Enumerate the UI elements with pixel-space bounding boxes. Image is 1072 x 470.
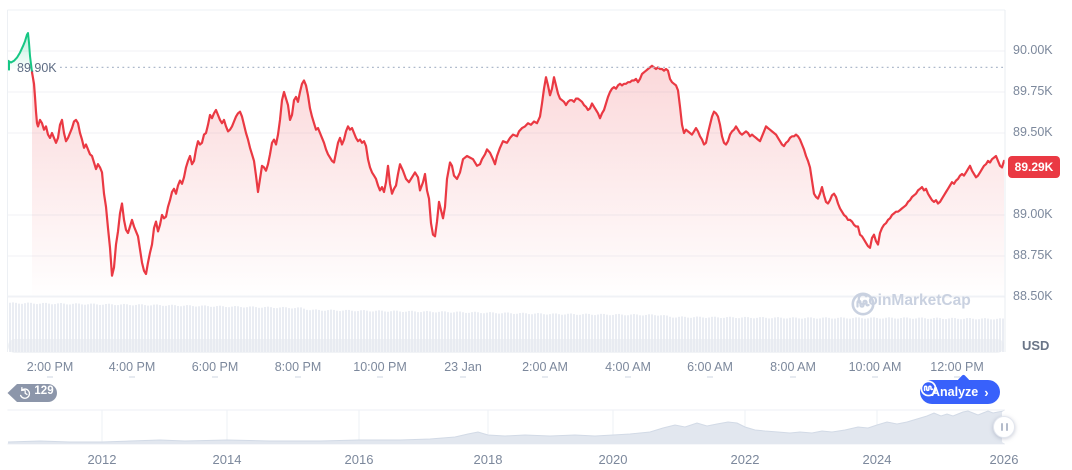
y-axis-label: 88.75K <box>1013 248 1053 262</box>
year-label: 2012 <box>87 452 117 467</box>
y-axis-label: 88.50K <box>1013 289 1053 303</box>
x-axis-label: 6:00 PM <box>191 360 239 374</box>
history-clock-icon <box>19 386 31 399</box>
pause-icon <box>1000 423 1003 431</box>
x-axis-label: 6:00 AM <box>687 360 733 374</box>
year-label: 2016 <box>344 452 374 467</box>
y-axis-label: 90.00K <box>1013 43 1053 57</box>
watermark: CoinMarketCap <box>851 292 971 316</box>
x-axis-label: 12:00 PM <box>930 360 984 374</box>
year-label: 2018 <box>473 452 503 467</box>
year-label: 2024 <box>862 452 892 467</box>
x-axis-label: 2:00 PM <box>26 360 74 374</box>
year-label: 2022 <box>730 452 760 467</box>
x-axis-label: 4:00 AM <box>605 360 651 374</box>
currency-label[interactable]: USD <box>1022 338 1050 353</box>
x-axis-label: 8:00 AM <box>770 360 816 374</box>
navigator-range-handle[interactable] <box>993 416 1015 438</box>
chevron-right-icon: › <box>984 384 989 400</box>
open-price-label: 89.90K <box>17 61 57 75</box>
y-axis-label: 89.50K <box>1013 125 1053 139</box>
timeline-navigator[interactable] <box>8 410 1005 445</box>
history-count: 129 <box>34 385 54 397</box>
current-price-badge: 89.29K <box>1008 156 1060 178</box>
x-axis-label: 10:00 PM <box>353 360 407 374</box>
y-axis-label: 89.75K <box>1013 84 1053 98</box>
x-axis-label: 10:00 AM <box>848 360 902 374</box>
pause-icon <box>1005 423 1008 431</box>
x-axis-label: 4:00 PM <box>108 360 156 374</box>
chart-scrollbar[interactable] <box>8 338 1005 353</box>
analyze-label: Analyze <box>931 385 979 399</box>
x-axis-label: 23 Jan <box>444 360 482 374</box>
x-axis-label: 2:00 AM <box>522 360 568 374</box>
x-axis-label: 8:00 PM <box>274 360 322 374</box>
year-label: 2020 <box>598 452 628 467</box>
history-badge[interactable]: 129 <box>7 382 59 404</box>
year-label: 2014 <box>212 452 242 467</box>
year-label: 2026 <box>989 452 1019 467</box>
watermark-text: CoinMarketCap <box>857 292 971 309</box>
analyze-button[interactable]: Analyze › <box>920 380 1000 404</box>
y-axis-label: 89.00K <box>1013 207 1053 221</box>
